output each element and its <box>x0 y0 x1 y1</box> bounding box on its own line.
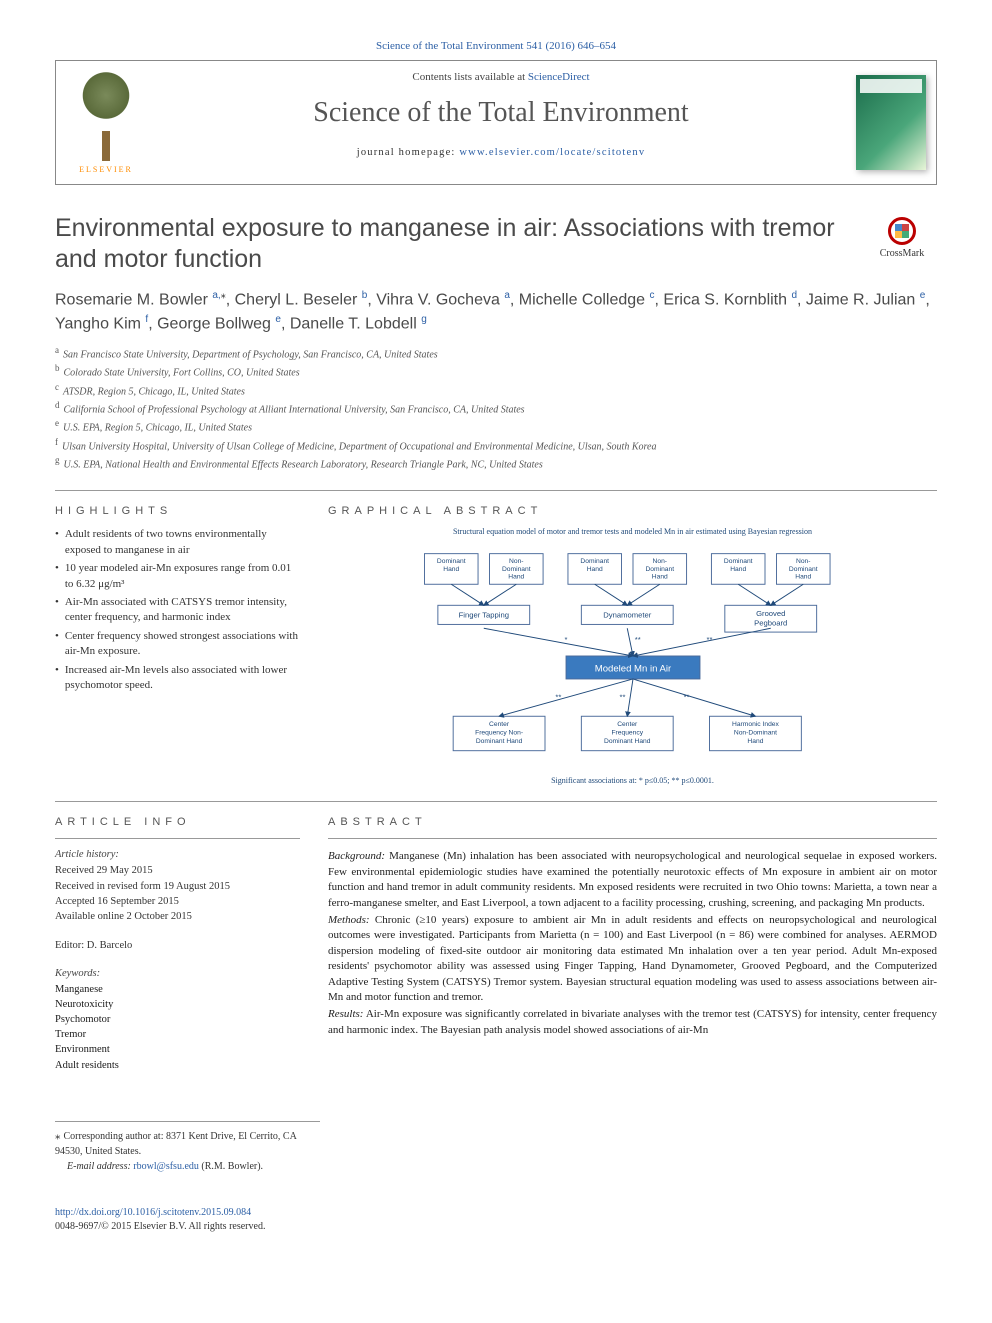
crossmark-badge[interactable]: CrossMark <box>867 217 937 259</box>
ga-title: Structural equation model of motor and t… <box>328 527 937 536</box>
svg-text:Finger Tapping: Finger Tapping <box>458 611 508 620</box>
keywords-heading: Keywords: <box>55 968 300 979</box>
svg-text:**: ** <box>683 693 689 702</box>
svg-text:Pegboard: Pegboard <box>754 619 787 628</box>
methods-label: Methods: <box>328 914 370 926</box>
svg-text:Dominant: Dominant <box>645 566 674 573</box>
background-text: Manganese (Mn) inhalation has been assoc… <box>328 850 937 908</box>
svg-text:Non-: Non- <box>509 559 523 566</box>
svg-text:Grooved: Grooved <box>756 609 785 618</box>
graphical-abstract: Structural equation model of motor and t… <box>328 527 937 785</box>
homepage-url[interactable]: www.elsevier.com/locate/scitotenv <box>459 147 645 158</box>
divider <box>328 838 937 839</box>
svg-text:Dominant: Dominant <box>723 559 752 566</box>
svg-text:Hand: Hand <box>651 574 667 581</box>
svg-text:Modeled Mn in Air: Modeled Mn in Air <box>594 664 671 675</box>
svg-text:**: ** <box>706 636 712 645</box>
sciencedirect-link[interactable]: ScienceDirect <box>528 71 590 83</box>
svg-text:Center: Center <box>489 721 510 728</box>
doi-copyright-block: http://dx.doi.org/10.1016/j.scitotenv.20… <box>55 1206 937 1234</box>
svg-text:Frequency Non-: Frequency Non- <box>475 730 523 737</box>
citation-line: Science of the Total Environment 541 (20… <box>55 40 937 52</box>
issn-copyright: 0048-9697/© 2015 Elsevier B.V. All right… <box>55 1220 937 1234</box>
article-history: Article history: Received 29 May 2015Rec… <box>55 849 300 924</box>
svg-text:Dominant: Dominant <box>436 559 465 566</box>
homepage-prefix: journal homepage: <box>357 147 460 158</box>
keywords-block: Keywords: ManganeseNeurotoxicityPsychomo… <box>55 968 300 1073</box>
publisher-name: ELSEVIER <box>71 165 141 174</box>
svg-text:Dominant Hand: Dominant Hand <box>604 738 651 745</box>
svg-text:**: ** <box>555 693 561 702</box>
svg-text:Hand: Hand <box>586 566 602 573</box>
svg-text:*: * <box>564 636 567 645</box>
divider <box>55 490 937 491</box>
svg-text:Hand: Hand <box>795 574 811 581</box>
contents-available-line: Contents lists available at ScienceDirec… <box>156 71 846 83</box>
svg-text:Non-: Non- <box>796 559 811 566</box>
svg-text:Frequency: Frequency <box>611 730 643 737</box>
email-label: E-mail address: <box>67 1161 133 1172</box>
affiliations-list: aSan Francisco State University, Departm… <box>55 344 937 472</box>
editor-line: Editor: D. Barcelo <box>55 938 300 953</box>
svg-text:Dominant: Dominant <box>580 559 609 566</box>
svg-text:Hand: Hand <box>747 738 763 745</box>
svg-text:Harmonic Index: Harmonic Index <box>732 721 779 728</box>
svg-text:Hand: Hand <box>443 566 459 573</box>
svg-text:Non-: Non- <box>652 559 667 566</box>
svg-text:Hand: Hand <box>508 574 524 581</box>
article-title: Environmental exposure to manganese in a… <box>55 213 853 276</box>
elsevier-tree-icon <box>71 71 141 161</box>
journal-name: Science of the Total Environment <box>156 97 846 129</box>
journal-cover-thumb <box>846 61 936 184</box>
abstract-text: Background: Manganese (Mn) inhalation ha… <box>328 849 937 1038</box>
background-label: Background: <box>328 850 385 862</box>
doi-link[interactable]: http://dx.doi.org/10.1016/j.scitotenv.20… <box>55 1206 937 1220</box>
svg-text:Dominant: Dominant <box>501 566 530 573</box>
divider <box>55 801 937 802</box>
ga-diagram: DominantHandNon-DominantHandDominantHand… <box>403 546 863 766</box>
svg-text:Non-Dominant: Non-Dominant <box>733 730 776 737</box>
results-text: Air-Mn exposure was significantly correl… <box>328 1008 937 1035</box>
corr-text: Corresponding author at: 8371 Kent Drive… <box>55 1131 296 1158</box>
crossmark-icon <box>888 217 916 245</box>
masthead: ELSEVIER Contents lists available at Sci… <box>55 60 937 185</box>
svg-text:**: ** <box>619 693 625 702</box>
svg-text:Dominant Hand: Dominant Hand <box>475 738 522 745</box>
journal-homepage-line: journal homepage: www.elsevier.com/locat… <box>156 147 846 158</box>
svg-text:Center: Center <box>617 721 638 728</box>
publisher-logo: ELSEVIER <box>56 61 156 184</box>
authors-line: Rosemarie M. Bowler a,⁎, Cheryl L. Besel… <box>55 288 937 337</box>
crossmark-label: CrossMark <box>880 248 924 259</box>
star-icon: ⁎ <box>55 1130 61 1142</box>
article-info-heading: ARTICLE INFO <box>55 816 300 828</box>
svg-text:**: ** <box>634 636 640 645</box>
contents-prefix: Contents lists available at <box>412 71 527 83</box>
graphical-abstract-heading: GRAPHICAL ABSTRACT <box>328 505 937 517</box>
highlights-heading: HIGHLIGHTS <box>55 505 300 517</box>
svg-text:Dynamometer: Dynamometer <box>603 611 651 620</box>
abstract-heading: ABSTRACT <box>328 816 937 828</box>
email-link[interactable]: rbowl@sfsu.edu <box>133 1161 199 1172</box>
ga-footnote: Significant associations at: * p≤0.05; *… <box>328 776 937 785</box>
article-history-heading: Article history: <box>55 849 300 860</box>
methods-text: Chronic (≥10 years) exposure to ambient … <box>328 914 937 1003</box>
corresponding-author-footnote: ⁎Corresponding author at: 8371 Kent Driv… <box>55 1121 320 1175</box>
svg-text:Dominant: Dominant <box>788 566 817 573</box>
email-name: (R.M. Bowler). <box>199 1161 263 1172</box>
divider <box>55 838 300 839</box>
highlights-list: Adult residents of two towns environment… <box>55 527 300 693</box>
results-label: Results: <box>328 1008 363 1020</box>
svg-text:Hand: Hand <box>730 566 746 573</box>
